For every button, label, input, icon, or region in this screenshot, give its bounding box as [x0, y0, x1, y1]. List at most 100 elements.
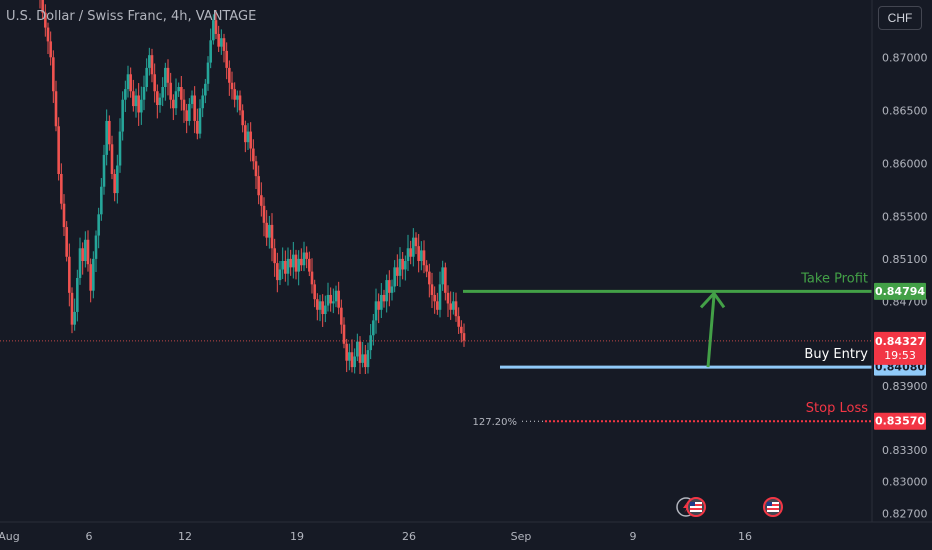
candle-body — [372, 320, 375, 336]
candle-body — [89, 264, 92, 291]
candle-body — [398, 258, 402, 276]
candle-body — [390, 286, 394, 293]
flag-us-icon-field — [690, 502, 702, 512]
candle-body — [150, 55, 154, 75]
candle-body — [249, 131, 252, 149]
candle-body — [134, 95, 138, 107]
candle-body — [273, 248, 276, 264]
candle-body — [292, 254, 295, 268]
candle-body — [73, 311, 76, 325]
candle-body — [225, 50, 228, 68]
candle-body — [342, 324, 346, 344]
price-tick: 0.86000 — [882, 157, 928, 170]
candle-body — [332, 301, 335, 304]
candle-body — [350, 352, 354, 368]
candle-body — [41, 0, 44, 13]
candle-body — [425, 265, 428, 272]
candle-body — [121, 99, 124, 132]
time-tick: 9 — [630, 530, 637, 543]
candle-body — [62, 203, 66, 228]
candle-body — [353, 356, 356, 368]
candle-body — [166, 67, 170, 83]
candle-body — [86, 239, 90, 265]
candle-body — [68, 256, 71, 293]
candle-body — [313, 284, 316, 300]
candle-body — [169, 82, 172, 100]
candle-body — [196, 120, 199, 134]
candle-body — [420, 250, 423, 261]
candle-body — [94, 235, 98, 259]
candle-body — [409, 248, 412, 257]
stop-loss-price-text: 0.83570 — [875, 415, 925, 428]
candle-body — [124, 89, 127, 100]
time-tick: 6 — [86, 530, 93, 543]
current-price-box — [874, 331, 926, 365]
candle-body — [417, 246, 420, 261]
candle-body — [428, 271, 431, 285]
candle-body — [454, 301, 458, 317]
take-profit-price-text: 0.84794 — [875, 285, 925, 298]
flag-us-icon-canton — [767, 502, 772, 506]
symbol-title[interactable]: U.S. Dollar / Swiss Franc, 4h, VANTAGE — [6, 9, 257, 24]
time-tick: Aug — [0, 530, 20, 543]
time-tick: 26 — [402, 530, 416, 543]
countdown-text: 19:53 — [884, 349, 916, 362]
candle-body — [49, 41, 52, 58]
candle-body — [382, 294, 386, 302]
candle-body — [172, 99, 175, 109]
candle-body — [228, 67, 231, 83]
candle-body — [52, 57, 55, 92]
candle-body — [92, 258, 95, 291]
price-tick: 0.83000 — [882, 476, 928, 489]
candle-body — [385, 280, 388, 302]
flag-us-icon-field — [767, 502, 779, 512]
candle-body — [374, 301, 378, 321]
candle-body — [396, 267, 399, 276]
candle-body — [294, 254, 298, 272]
candle-body — [265, 222, 268, 238]
candle-body — [348, 352, 351, 361]
candle-body — [241, 110, 244, 126]
arrow-head — [699, 290, 726, 309]
price-tick: 0.86500 — [882, 104, 928, 117]
candle-body — [126, 74, 130, 90]
buy-entry-label: Buy Entry — [804, 347, 868, 362]
candle-body — [220, 38, 223, 47]
candle-body — [153, 74, 156, 92]
candle-body — [212, 20, 215, 41]
candle-body — [422, 250, 426, 266]
candle-body — [137, 95, 140, 113]
candle-body — [70, 292, 74, 325]
price-tick: 0.82700 — [882, 508, 928, 521]
candle-body — [329, 294, 332, 304]
candle-body — [326, 294, 330, 306]
candle-body — [57, 126, 60, 174]
candle-body — [270, 224, 274, 249]
candle-body — [201, 95, 204, 109]
candle-body — [340, 307, 343, 325]
candle-body — [406, 248, 410, 261]
candle-body — [238, 95, 242, 111]
candle-body — [140, 99, 143, 113]
candle-body — [310, 271, 314, 285]
candle-body — [366, 350, 370, 368]
candle-body — [46, 27, 50, 42]
candle-body — [316, 299, 319, 310]
flag-us-icon-stripe — [690, 504, 702, 506]
current-price-text: 0.84327 — [875, 335, 925, 348]
candle-body — [244, 125, 247, 143]
candle-body — [305, 252, 308, 259]
candle-body — [182, 99, 186, 111]
time-tick: 16 — [738, 530, 752, 543]
candle-body — [156, 91, 159, 106]
candle-body — [457, 316, 460, 327]
price-tick: 0.83900 — [882, 380, 928, 393]
candle-body — [369, 335, 372, 351]
currency-button[interactable]: CHF — [878, 6, 922, 30]
flag-us-icon-stripe — [767, 504, 779, 506]
candle-body — [177, 87, 180, 92]
stop-loss-price-box — [874, 412, 926, 430]
candle-body — [358, 341, 362, 363]
candle-body — [334, 290, 338, 302]
